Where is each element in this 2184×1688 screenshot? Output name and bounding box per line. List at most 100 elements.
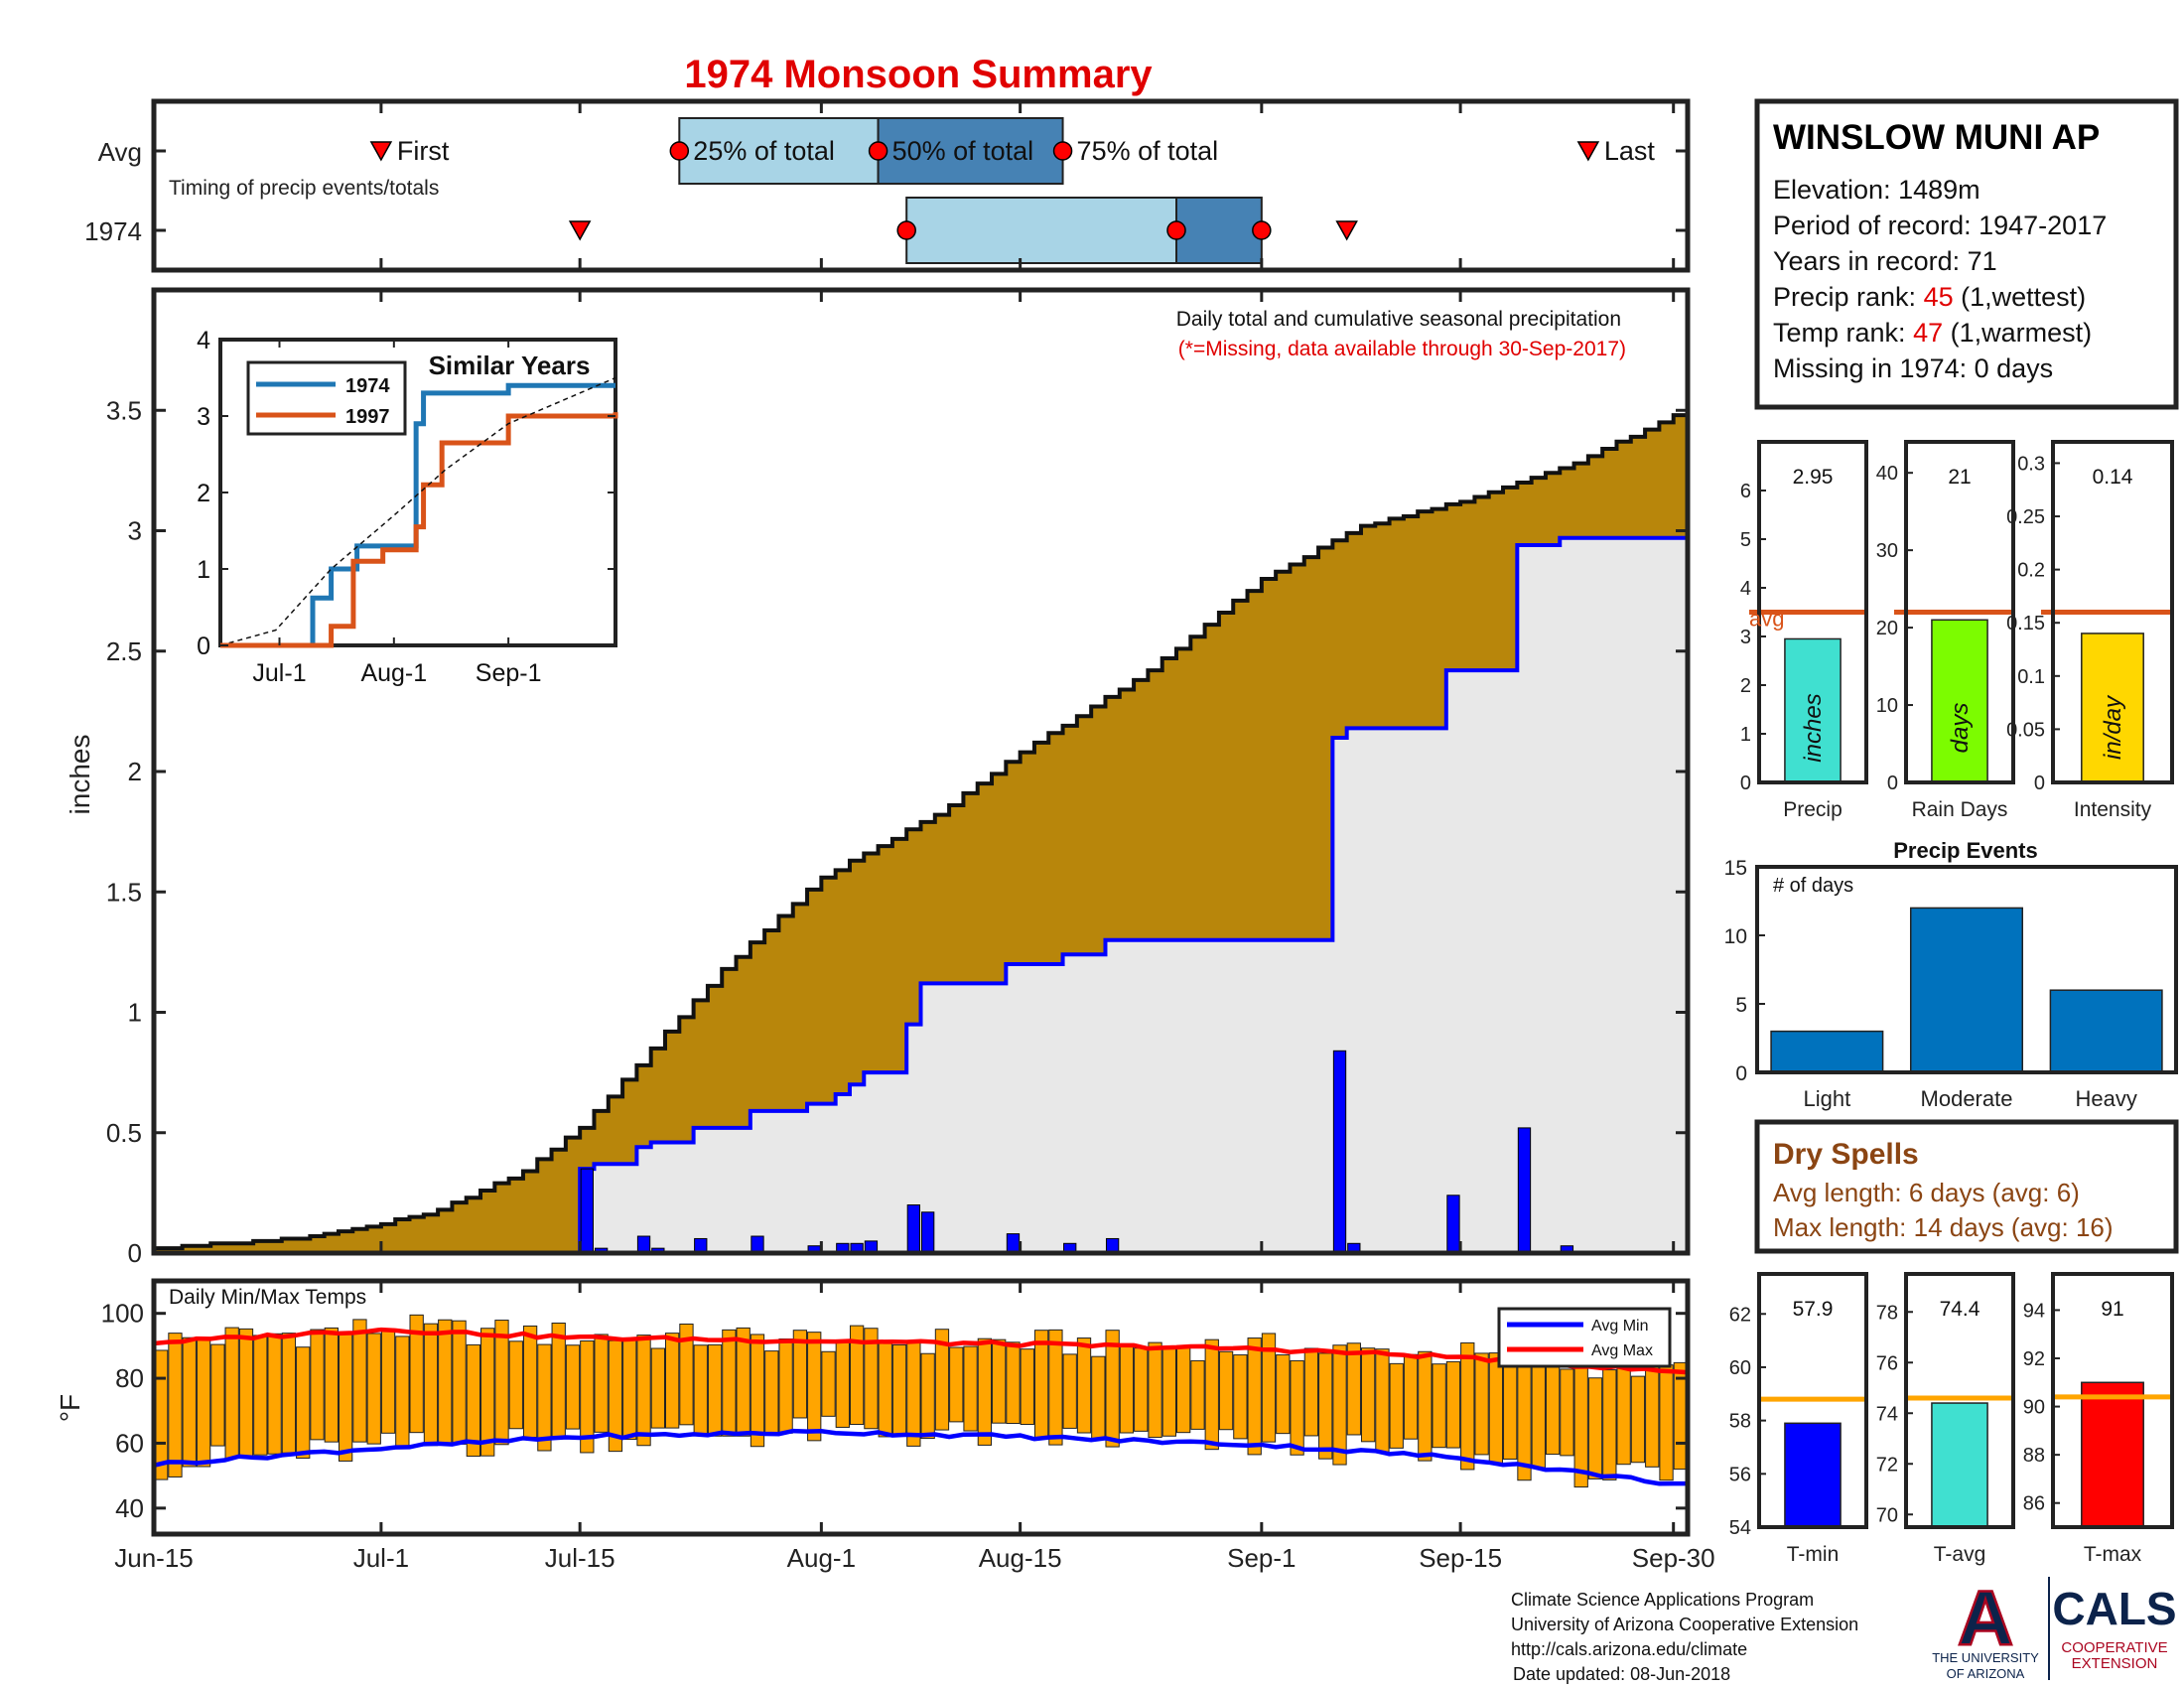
daily-temp-bar bbox=[281, 1333, 297, 1454]
mini-y-tick-label: 60 bbox=[1729, 1357, 1751, 1379]
daily-precip-bar bbox=[1006, 1233, 1021, 1254]
temp-rank-prefix: Temp rank: bbox=[1773, 318, 1913, 348]
date-tick-label: Jul-15 bbox=[545, 1543, 615, 1573]
station-period: Period of record: 1947-2017 bbox=[1773, 211, 2107, 240]
daily-temp-bar bbox=[1119, 1342, 1135, 1434]
legend-1997-label: 1997 bbox=[345, 406, 390, 428]
missing-note: (*=Missing, data available through 30-Se… bbox=[1178, 338, 1626, 360]
mini-value-label: 2.95 bbox=[1793, 466, 1834, 489]
timing-note: Timing of precip events/totals bbox=[169, 177, 439, 200]
daily-temp-bar bbox=[565, 1344, 581, 1430]
station-precip-rank: Precip rank: 45 (1,wettest) bbox=[1773, 282, 2086, 312]
daily-temp-bar bbox=[423, 1323, 439, 1447]
daily-temp-bar bbox=[1445, 1360, 1461, 1449]
daily-temp-bar bbox=[324, 1327, 339, 1443]
mini-y-tick-label: 92 bbox=[2023, 1348, 2045, 1370]
daily-temp-bar bbox=[1105, 1330, 1120, 1448]
ua-logo: A THE UNIVERSITY OF ARIZONA bbox=[1932, 1573, 2039, 1681]
date-tick-label: Aug-1 bbox=[787, 1543, 856, 1573]
daily-temp-bar bbox=[494, 1320, 509, 1446]
mini-y-tick-label: 54 bbox=[1729, 1517, 1751, 1539]
daily-temp-bar bbox=[835, 1340, 850, 1428]
precip-rank-prefix: Precip rank: bbox=[1773, 282, 1924, 312]
daily-temp-bar bbox=[253, 1335, 268, 1456]
timing-p50-label: 50% of total bbox=[892, 136, 1034, 166]
mini-y-tick-label: 58 bbox=[1729, 1411, 1751, 1433]
station-temp-rank: Temp rank: 47 (1,warmest) bbox=[1773, 318, 2092, 348]
mini-value-label: 57.9 bbox=[1793, 1298, 1834, 1321]
daily-temp-bar bbox=[267, 1333, 282, 1455]
daily-temp-bar bbox=[1488, 1352, 1504, 1465]
mini-y-tick-label: 0.1 bbox=[2017, 666, 2045, 688]
similar-1974-line bbox=[279, 382, 615, 648]
daily-temp-bar bbox=[1545, 1361, 1561, 1456]
mini-panel-label: Intensity bbox=[2074, 798, 2152, 821]
mini-y-tick-label: 4 bbox=[1740, 578, 1751, 600]
daily-precip-bar bbox=[1517, 1127, 1532, 1254]
daily-temp-bar bbox=[864, 1328, 879, 1430]
daily-temp-bar bbox=[891, 1343, 907, 1437]
precip-rank-suffix: (1,wettest) bbox=[1954, 282, 2087, 312]
daily-temp-bar bbox=[466, 1343, 481, 1458]
daily-temp-bar bbox=[1474, 1352, 1489, 1456]
temp-y-tick-label: 60 bbox=[115, 1428, 144, 1458]
inset-y-tick-label: 0 bbox=[197, 633, 210, 660]
events-bar bbox=[1770, 1030, 1884, 1073]
daily-temp-bar bbox=[1218, 1350, 1234, 1431]
date-tick-label: Jun-15 bbox=[114, 1543, 194, 1573]
events-note: # of days bbox=[1773, 875, 1853, 897]
events-frame bbox=[1755, 865, 2178, 1074]
timing-first-triangle bbox=[568, 220, 592, 241]
events-y-tick-label: 0 bbox=[1735, 1062, 1747, 1085]
main-precip-panel: 0 0.5 1 1.5 2 2.5 3 3.5 Daily total and cumulat… bbox=[65, 287, 1691, 1268]
mini-panel-label: Rain Days bbox=[1912, 798, 2008, 821]
timing-last-triangle bbox=[1576, 141, 1600, 162]
main-y-tick-label: 1.5 bbox=[106, 877, 142, 907]
daily-temp-bar bbox=[1616, 1354, 1631, 1466]
daily-temp-bar bbox=[168, 1333, 183, 1477]
daily-temp-bar bbox=[238, 1328, 254, 1457]
precip-rank-value: 45 bbox=[1924, 282, 1954, 312]
inset-y-tick-label: 4 bbox=[197, 327, 210, 354]
daily-temp-bar bbox=[1332, 1344, 1347, 1466]
date-axis: Jun-15 Jul-1 Jul-15 Aug-1 Aug-15 Sep-1 Sep-15 S… bbox=[114, 1543, 1714, 1573]
temp-stat-t-max: 86 88 90 92 94 91 T-max bbox=[2023, 1272, 2174, 1566]
daily-temp-bar bbox=[551, 1323, 566, 1438]
daily-temp-bar bbox=[992, 1338, 1007, 1424]
inset-y-tick-label: 3 bbox=[197, 403, 210, 431]
logos: A THE UNIVERSITY OF ARIZONA CALS COOPERA… bbox=[1932, 1573, 2176, 1681]
daily-temp-bar bbox=[736, 1327, 751, 1437]
temp-y-tick-label: 80 bbox=[115, 1363, 144, 1393]
footer-university: University of Arizona Cooperative Extens… bbox=[1511, 1615, 1858, 1634]
main-y-tick-label: 2 bbox=[128, 757, 142, 786]
daily-temp-bar bbox=[1360, 1347, 1376, 1443]
daily-temp-bar bbox=[1645, 1355, 1660, 1468]
mini-y-tick-label: 3 bbox=[1740, 627, 1751, 648]
daily-temp-bar bbox=[934, 1329, 950, 1431]
mini-value-bar bbox=[1784, 1422, 1842, 1528]
date-tick-label: Sep-1 bbox=[1227, 1543, 1296, 1573]
timing-p75-marker bbox=[1252, 220, 1272, 240]
mini-y-tick-label: 1 bbox=[1740, 724, 1751, 746]
dry-spells-title: Dry Spells bbox=[1773, 1138, 1919, 1171]
timing-p75-label: 75% of total bbox=[1077, 136, 1219, 166]
main-y-tick-label: 3.5 bbox=[106, 395, 142, 425]
timing-last-triangle bbox=[1335, 220, 1358, 241]
temp-frame bbox=[151, 1278, 1691, 1537]
daily-temp-bar bbox=[963, 1345, 978, 1432]
mini-panel-frame bbox=[1757, 440, 1868, 784]
dry-spells-avg: Avg length: 6 days (avg: 6) bbox=[1773, 1178, 2080, 1207]
mini-y-tick-label: 30 bbox=[1876, 540, 1898, 562]
daily-temp-bar bbox=[878, 1339, 892, 1438]
daily-temp-bar bbox=[1020, 1348, 1034, 1425]
temp-stat-t-min: 54 56 58 60 62 57.9 T-min bbox=[1729, 1272, 1868, 1566]
daily-temp-bar bbox=[210, 1343, 225, 1447]
timing-p25-marker bbox=[896, 220, 916, 240]
daily-temp-bar bbox=[778, 1338, 793, 1434]
temp-panel-title: Daily Min/Max Temps bbox=[169, 1286, 366, 1309]
mini-value-bar bbox=[2081, 633, 2144, 783]
mini-y-tick-label: 0 bbox=[2034, 773, 2045, 794]
mini-panel-frame bbox=[1904, 440, 2015, 784]
main-y-tick-label: 1 bbox=[128, 998, 142, 1028]
